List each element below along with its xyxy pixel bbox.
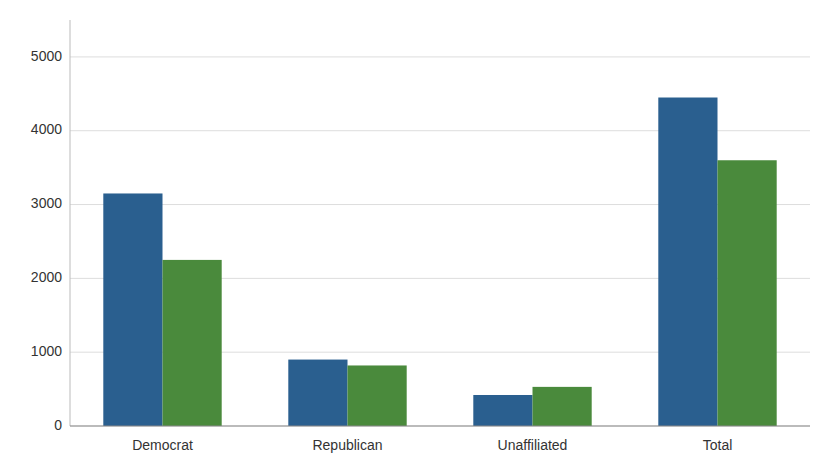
bar	[103, 193, 162, 426]
x-tick-label: Democrat	[132, 437, 193, 453]
y-tick-label: 0	[54, 417, 62, 433]
bars	[103, 98, 776, 426]
y-grid	[70, 57, 810, 426]
y-tick-label: 4000	[31, 121, 62, 137]
x-tick-labels: Democrat Republican Unaffiliated Total	[132, 437, 732, 453]
x-tick-label: Total	[703, 437, 733, 453]
x-tick-label: Unaffiliated	[498, 437, 568, 453]
chart-container: 0 1000 2000 3000 4000 5000 Democrat Republican U…	[0, 0, 830, 476]
y-tick-labels: 0 1000 2000 3000 4000 5000	[31, 48, 62, 433]
y-tick-label: 5000	[31, 48, 62, 64]
y-tick-label: 2000	[31, 269, 62, 285]
grid-line	[70, 56, 810, 57]
y-axis-line	[70, 20, 71, 426]
bar-series	[103, 98, 717, 426]
bar	[348, 365, 407, 426]
page: {"chart_data": {"type": "bar", "categori…	[0, 0, 830, 476]
bar	[288, 360, 347, 426]
x-tick-label: Republican	[312, 437, 382, 453]
y-tick-label: 1000	[31, 343, 62, 359]
x-axis-line	[70, 426, 810, 427]
bar-series	[163, 160, 777, 426]
y-tick-label: 3000	[31, 195, 62, 211]
bar	[163, 260, 222, 426]
bar	[658, 98, 717, 426]
bar	[533, 387, 592, 426]
grid-line	[70, 426, 810, 427]
bar	[473, 395, 532, 426]
chart-svg: 0 1000 2000 3000 4000 5000 Democrat Republican U…	[0, 0, 830, 476]
bar	[718, 160, 777, 426]
